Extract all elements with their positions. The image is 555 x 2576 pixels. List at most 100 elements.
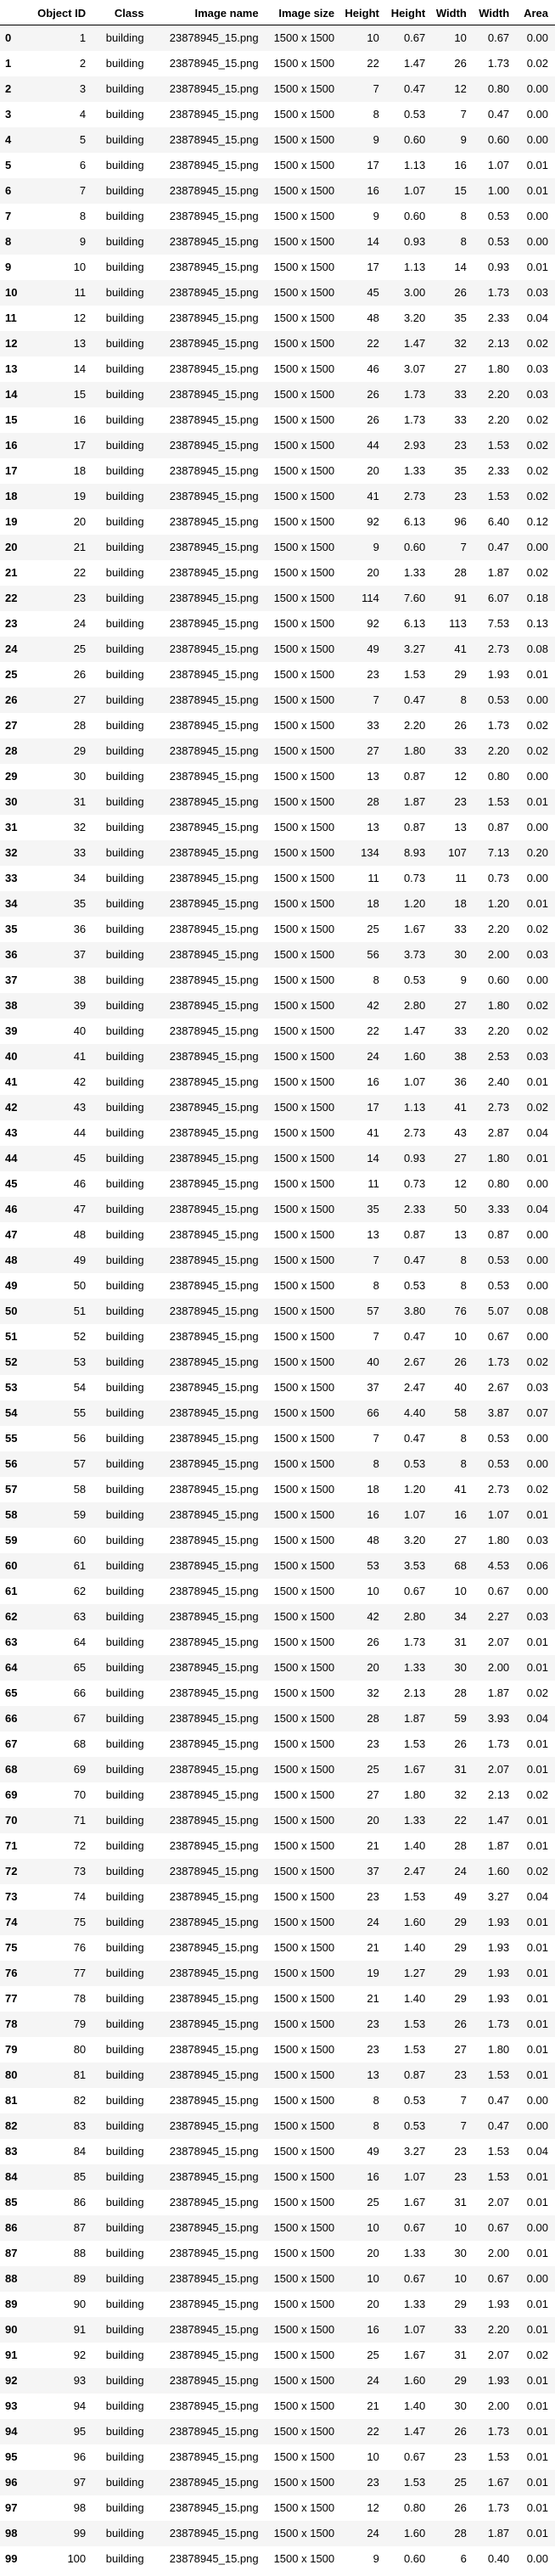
object-id-cell: 1 [79, 31, 87, 44]
class-cell: building [105, 1355, 144, 1368]
image-size-cell: 1500 x 1500 [273, 2119, 335, 2132]
table-row: 37 38 building 23878945_15.png 1500 x 1500 8 0… [0, 968, 555, 993]
table-row: 43 44 building 23878945_15.png 1500 x 1500 41… [0, 1120, 555, 1146]
width-pct-cell: 5.07 [487, 1305, 510, 1317]
image-size-cell: 1500 x 1500 [273, 1967, 335, 1979]
height-pct-cell: 3.20 [403, 1534, 426, 1546]
row-index: 19 [5, 515, 18, 528]
image-size-cell: 1500 x 1500 [273, 1406, 335, 1419]
row-index: 45 [5, 1177, 18, 1190]
height-px-cell: 20 [367, 464, 379, 477]
object-id-cell: 91 [73, 2323, 87, 2336]
class-cell: building [105, 693, 144, 706]
area-cell: 0.04 [526, 1203, 548, 1215]
height-px-cell: 14 [367, 1152, 379, 1165]
object-id-cell: 30 [73, 770, 87, 783]
table-row: 61 62 building 23878945_15.png 1500 x 1500 10… [0, 1579, 555, 1604]
height-pct-cell: 1.60 [403, 1050, 426, 1063]
row-index: 66 [5, 1712, 18, 1725]
height-pct-cell: 1.80 [403, 744, 426, 757]
width-pct-cell: 0.53 [487, 693, 510, 706]
area-cell: 0.02 [526, 1686, 548, 1699]
class-cell: building [105, 2425, 144, 2438]
image-name-cell: 23878945_15.png [169, 439, 259, 452]
object-id-cell: 51 [73, 1305, 87, 1317]
class-cell: building [105, 108, 144, 121]
width-px-cell: 31 [454, 2196, 467, 2208]
row-index: 39 [5, 1024, 18, 1037]
class-cell: building [105, 1534, 144, 1546]
row-index: 83 [5, 2145, 18, 2158]
object-id-cell: 85 [73, 2170, 87, 2183]
height-pct-cell: 1.53 [403, 668, 426, 681]
class-cell: building [105, 1636, 144, 1648]
area-cell: 0.02 [526, 923, 548, 935]
width-pct-cell: 2.20 [487, 1024, 510, 1037]
height-px-cell: 16 [367, 184, 379, 197]
object-id-cell: 18 [73, 464, 87, 477]
area-cell: 0.00 [526, 133, 548, 146]
image-size-cell: 1500 x 1500 [273, 2221, 335, 2234]
height-px-cell: 10 [367, 2450, 379, 2463]
image-size-cell: 1500 x 1500 [273, 1330, 335, 1343]
height-pct-cell: 2.93 [403, 439, 426, 452]
row-index: 71 [5, 1839, 18, 1852]
width-pct-cell: 2.07 [487, 1636, 510, 1648]
table-row: 1 2 building 23878945_15.png 1500 x 1500 22 1.… [0, 51, 555, 76]
class-cell: building [105, 1483, 144, 1496]
width-px-cell: 23 [454, 2068, 467, 2081]
table-row: 85 86 building 23878945_15.png 1500 x 1500 25… [0, 2190, 555, 2215]
class-cell: building [105, 2196, 144, 2208]
width-px-cell: 16 [454, 1508, 467, 1521]
area-cell: 0.06 [526, 1559, 548, 1572]
table-row: 73 74 building 23878945_15.png 1500 x 1500 23… [0, 1884, 555, 1910]
class-cell: building [105, 1050, 144, 1063]
image-size-cell: 1500 x 1500 [273, 1508, 335, 1521]
table-row: 26 27 building 23878945_15.png 1500 x 1500 7 0… [0, 687, 555, 713]
image-size-cell: 1500 x 1500 [273, 1788, 335, 1801]
area-cell: 0.01 [526, 1508, 548, 1521]
table-row: 19 20 building 23878945_15.png 1500 x 1500 92… [0, 509, 555, 535]
height-pct-cell: 1.47 [403, 57, 426, 70]
area-cell: 0.02 [526, 337, 548, 350]
area-cell: 0.02 [526, 413, 548, 426]
height-pct-cell: 1.33 [403, 1661, 426, 1674]
height-px-cell: 92 [367, 515, 379, 528]
height-px-cell: 13 [367, 770, 379, 783]
object-id-cell: 56 [73, 1432, 87, 1445]
width-px-cell: 28 [454, 566, 467, 579]
width-px-header: Width [430, 2, 472, 25]
width-px-cell: 23 [454, 439, 467, 452]
width-pct-cell: 1.73 [487, 2425, 510, 2438]
class-cell: building [105, 1686, 144, 1699]
image-size-cell: 1500 x 1500 [273, 1890, 335, 1903]
height-pct-cell: 2.13 [403, 1686, 426, 1699]
width-px-cell: 26 [454, 1737, 467, 1750]
image-name-cell: 23878945_15.png [169, 2298, 259, 2310]
object-id-cell: 11 [74, 286, 87, 299]
height-pct-cell: 1.53 [403, 1737, 426, 1750]
width-px-cell: 26 [454, 2018, 467, 2030]
area-cell: 0.01 [526, 1661, 548, 1674]
width-pct-cell: 2.07 [487, 1763, 510, 1776]
area-cell: 0.02 [526, 464, 548, 477]
image-name-cell: 23878945_15.png [169, 1228, 259, 1241]
height-pct-cell: 1.53 [403, 1890, 426, 1903]
image-name-cell: 23878945_15.png [169, 210, 259, 222]
width-pct-cell: 0.53 [487, 1279, 510, 1292]
width-pct-cell: 1.87 [487, 1839, 510, 1852]
width-pct-cell: 0.67 [487, 2221, 510, 2234]
row-index: 25 [5, 668, 18, 681]
width-px-cell: 113 [449, 617, 467, 630]
image-name-cell: 23878945_15.png [169, 1610, 259, 1623]
class-cell: building [105, 2298, 144, 2310]
width-px-cell: 27 [454, 2043, 467, 2056]
width-pct-cell: 2.00 [487, 948, 510, 961]
object-id-cell: 44 [73, 1126, 87, 1139]
object-id-cell: 72 [73, 1839, 87, 1852]
object-id-cell: 95 [73, 2425, 87, 2438]
table-row: 47 48 building 23878945_15.png 1500 x 1500 13… [0, 1222, 555, 1248]
width-px-cell: 8 [460, 235, 467, 248]
row-index: 65 [5, 1686, 18, 1699]
